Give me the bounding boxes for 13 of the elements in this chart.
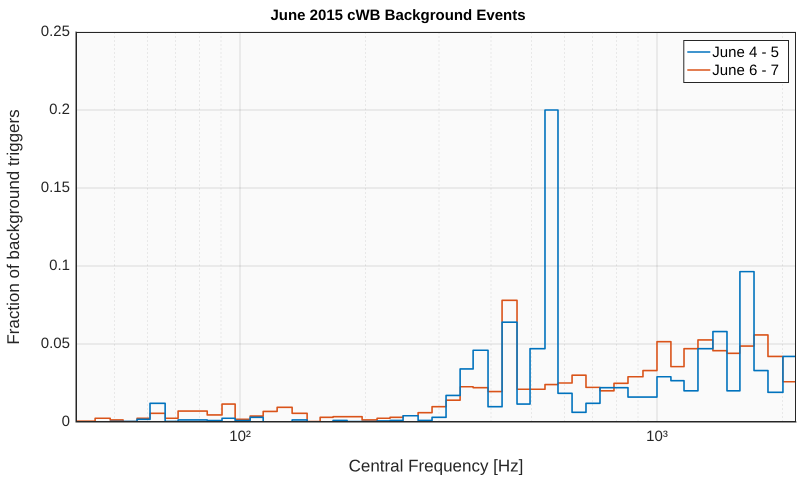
y-tick-label: 0.2 bbox=[49, 101, 70, 118]
legend-label: June 4 - 5 bbox=[712, 44, 780, 62]
x-tick-label: 10³ bbox=[646, 428, 668, 446]
y-tick-label: 0.1 bbox=[49, 257, 70, 274]
chart-title: June 2015 cWB Background Events bbox=[270, 7, 526, 24]
y-tick-label: 0.05 bbox=[40, 335, 70, 352]
y-tick-label: 0.15 bbox=[40, 179, 70, 196]
x-tick-label: 10² bbox=[229, 428, 251, 446]
x-axis-title: Central Frequency [Hz] bbox=[348, 456, 524, 476]
legend-label: June 6 - 7 bbox=[712, 62, 780, 80]
y-tick-label: 0.25 bbox=[40, 23, 70, 40]
y-tick-label: 0 bbox=[62, 413, 70, 430]
y-axis-title: Fraction of background triggers bbox=[4, 109, 23, 345]
